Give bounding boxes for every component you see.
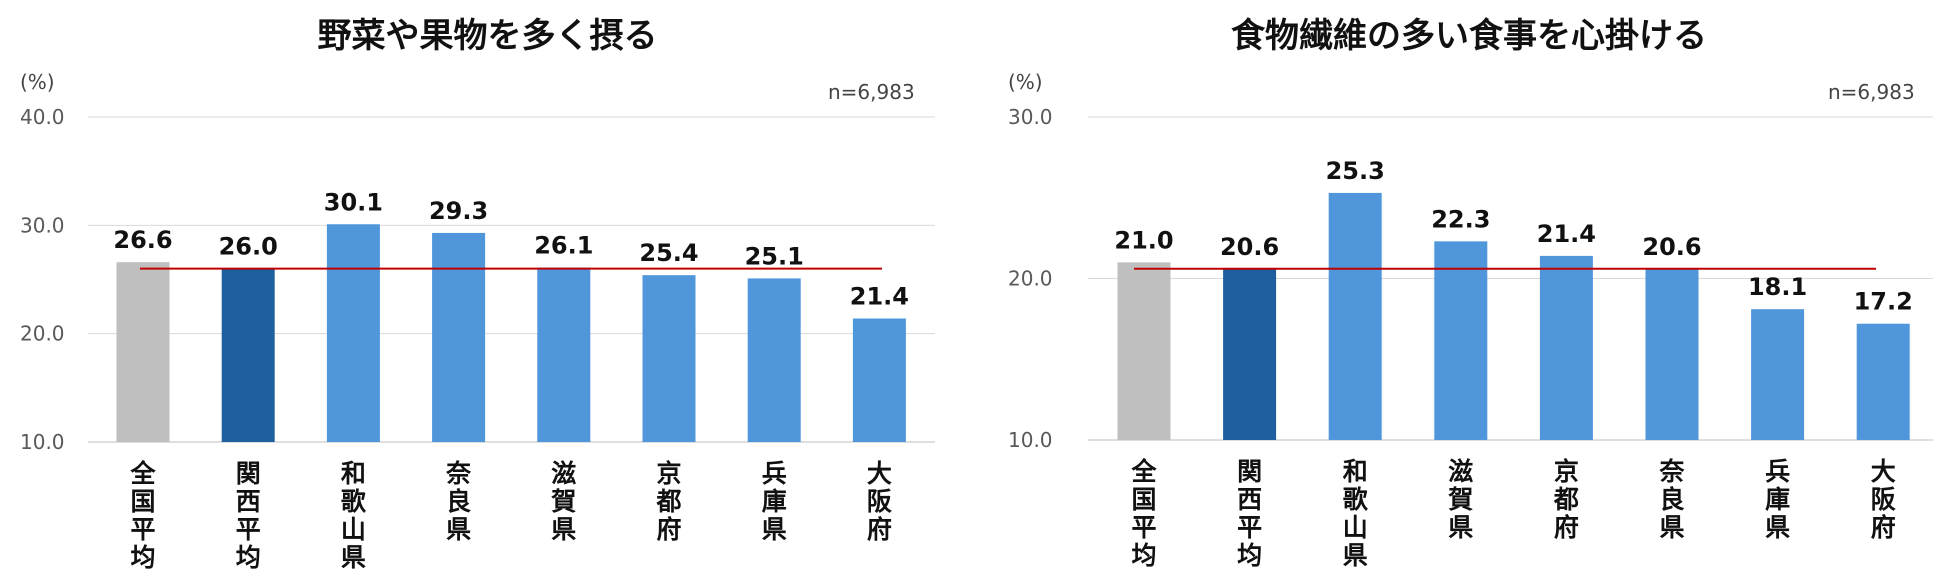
data-label: 26.1 (534, 232, 593, 260)
bar (1434, 241, 1488, 440)
data-label: 25.4 (639, 239, 698, 267)
y-tick-label: 20.0 (1008, 267, 1053, 291)
data-label: 30.1 (324, 188, 383, 216)
category-label: 大阪府 (867, 459, 892, 544)
data-label: 25.1 (745, 242, 804, 270)
data-label: 18.1 (1748, 273, 1807, 301)
category-label: 京都府 (1553, 457, 1579, 542)
y-tick-label: 30.0 (1008, 105, 1053, 129)
category-label: 京都府 (655, 459, 681, 544)
data-label: 20.6 (1642, 233, 1701, 261)
data-label: 26.0 (219, 233, 278, 261)
y-tick-label: 20.0 (20, 322, 65, 346)
bar (537, 267, 591, 442)
unit-label: (%) (20, 70, 55, 94)
data-label: 21.4 (850, 283, 909, 311)
bar (1223, 268, 1277, 440)
bar (432, 232, 486, 442)
data-label: 26.6 (113, 226, 172, 254)
category-label: 兵庫県 (762, 459, 787, 544)
category-label: 全国平均 (1130, 457, 1157, 570)
data-label: 22.3 (1431, 205, 1490, 233)
category-label: 関西平均 (236, 459, 261, 572)
bar-chart-plot: 10.0 20.0 30.0 21.0 全国平均 20.6 関西平均 25.3 和歌山県 22.3… (1008, 105, 1933, 570)
bar (116, 262, 170, 442)
data-label: 25.3 (1326, 157, 1385, 185)
category-label: 奈良県 (445, 459, 472, 544)
category-label: 大阪府 (1871, 457, 1896, 542)
bar (326, 224, 380, 442)
data-label: 21.0 (1114, 226, 1173, 254)
bar (1539, 255, 1593, 440)
bar (1328, 192, 1382, 440)
category-label: 兵庫県 (1765, 457, 1790, 542)
category-label: 全国平均 (129, 459, 156, 572)
sample-size-label: n=6,983 (1828, 80, 1915, 104)
sample-size-label: n=6,983 (828, 80, 915, 104)
category-label: 和歌山県 (1343, 457, 1369, 570)
bar (747, 278, 801, 442)
y-tick-label: 10.0 (1008, 428, 1053, 452)
category-label: 滋賀県 (550, 459, 576, 544)
bar (1751, 309, 1805, 440)
data-label: 17.2 (1854, 288, 1913, 316)
bar (1645, 268, 1699, 440)
bar (852, 318, 906, 442)
data-label: 29.3 (429, 197, 488, 225)
chart-panel-vegetables: 野菜や果物を多く摂る (%) n=6,983 10.0 20.0 30.0 40.0 2… (20, 16, 935, 572)
y-tick-label: 40.0 (20, 105, 65, 129)
bar-chart-plot: 10.0 20.0 30.0 40.0 26.6 全国平均 26.0 関西平均 30.1 和歌山県… (20, 105, 935, 572)
bar (642, 275, 696, 442)
chart-title: 野菜や果物を多く摂る (317, 16, 658, 56)
y-tick-label: 30.0 (20, 213, 65, 237)
category-label: 奈良県 (1658, 457, 1685, 542)
chart-panel-fiber: 食物繊維の多い食事を心掛ける (%) n=6,983 10.0 20.0 30.0 2… (988, 0, 1950, 580)
bar (221, 268, 275, 442)
unit-label: (%) (1008, 70, 1043, 94)
bar (1856, 323, 1910, 440)
y-tick-label: 10.0 (20, 430, 65, 454)
chart-title: 食物繊維の多い食事を心掛ける (1231, 16, 1707, 56)
data-label: 21.4 (1537, 220, 1596, 248)
data-label: 20.6 (1220, 233, 1279, 261)
category-label: 滋賀県 (1447, 457, 1473, 542)
bar (1117, 262, 1171, 440)
category-label: 和歌山県 (341, 459, 367, 572)
category-label: 関西平均 (1237, 457, 1262, 570)
